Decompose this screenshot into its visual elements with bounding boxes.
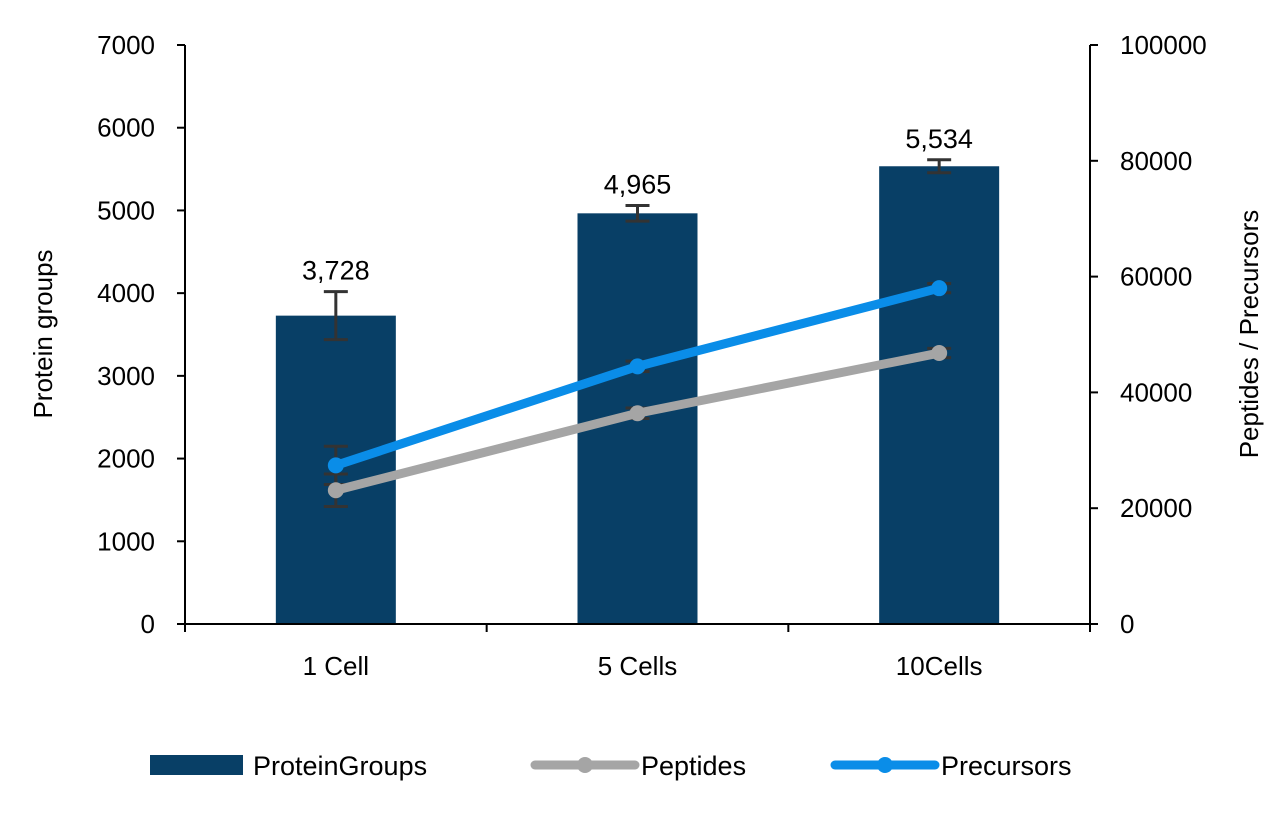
bar-data-label-1: 4,965 (604, 169, 672, 199)
y2-tick-label: 80000 (1120, 146, 1192, 176)
x-tick-label: 10Cells (896, 651, 983, 681)
lines-layer (323, 280, 952, 508)
legend-marker-peptides (577, 757, 593, 773)
x-tick-label: 1 Cell (303, 651, 369, 681)
bars-layer: 3,728 4,965 5,534 (275, 124, 1000, 624)
y-tick-label: 5000 (97, 195, 155, 225)
legend-label-proteingroups: ProteinGroups (253, 751, 427, 781)
bar-2 (879, 166, 1000, 624)
x-tick-label: 5 Cells (598, 651, 677, 681)
axes-layer: 0 1000 2000 3000 4000 5000 6000 7000 0 20000 40000… (97, 30, 1207, 681)
y-tick-label: 1000 (97, 526, 155, 556)
y2-tick-label: 0 (1120, 609, 1134, 639)
y-tick-label: 4000 (97, 278, 155, 308)
y-tick-label: 3000 (97, 361, 155, 391)
precursors-point-2 (931, 280, 948, 297)
y-tick-label: 2000 (97, 444, 155, 474)
y-tick-label: 0 (141, 609, 155, 639)
y2-tick-label: 20000 (1120, 493, 1192, 523)
legend-label-precursors: Precursors (941, 751, 1072, 781)
y-tick-label: 7000 (97, 30, 155, 60)
peptides-point-2 (931, 345, 948, 362)
y-tick-label: 6000 (97, 113, 155, 143)
legend: ProteinGroups Peptides Precursors (150, 751, 1072, 781)
legend-swatch-proteingroups (150, 755, 243, 775)
legend-marker-precursors (877, 757, 893, 773)
y-axis-title: Protein groups (28, 249, 58, 418)
precursors-point-0 (327, 457, 344, 474)
y2-tick-label: 40000 (1120, 377, 1192, 407)
bar-data-label-0: 3,728 (302, 256, 370, 286)
peptides-point-0 (327, 482, 344, 499)
legend-label-peptides: Peptides (641, 751, 746, 781)
y2-axis-title: Peptides / Precursors (1234, 210, 1264, 459)
precursors-point-1 (629, 358, 646, 375)
peptides-point-1 (629, 405, 646, 422)
y2-tick-label: 100000 (1120, 30, 1207, 60)
bar-data-label-2: 5,534 (905, 124, 973, 154)
y2-tick-label: 60000 (1120, 262, 1192, 292)
